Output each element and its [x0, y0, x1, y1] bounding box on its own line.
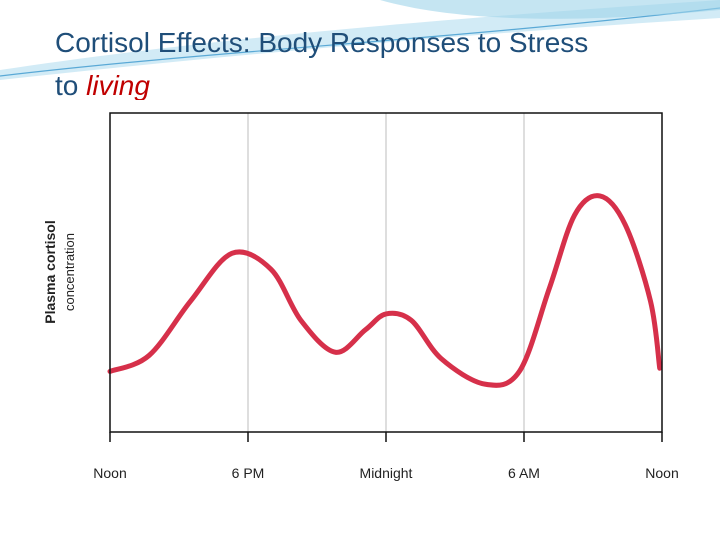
cortisol-line — [107, 193, 663, 388]
x-tick-label: Noon — [93, 465, 126, 481]
swoosh — [380, 0, 720, 19]
title: Cortisol Effects: Body Responses to Stre… — [55, 27, 588, 58]
title-emphasis: living — [86, 70, 150, 101]
y-label: concentration — [62, 233, 77, 311]
y-label: Plasma cortisol — [42, 220, 58, 324]
x-tick-label: Noon — [645, 465, 678, 481]
title-prefix: to — [55, 70, 78, 101]
swoosh — [0, 0, 720, 80]
chart-area — [38, 100, 690, 490]
swoosh-line — [0, 7, 720, 77]
title-line2: to living — [55, 70, 150, 101]
x-tick-label: 6 AM — [508, 465, 540, 481]
plot-frame — [109, 112, 663, 433]
x-tick-label: 6 PM — [232, 465, 265, 481]
x-tick-label: Midnight — [360, 465, 413, 481]
